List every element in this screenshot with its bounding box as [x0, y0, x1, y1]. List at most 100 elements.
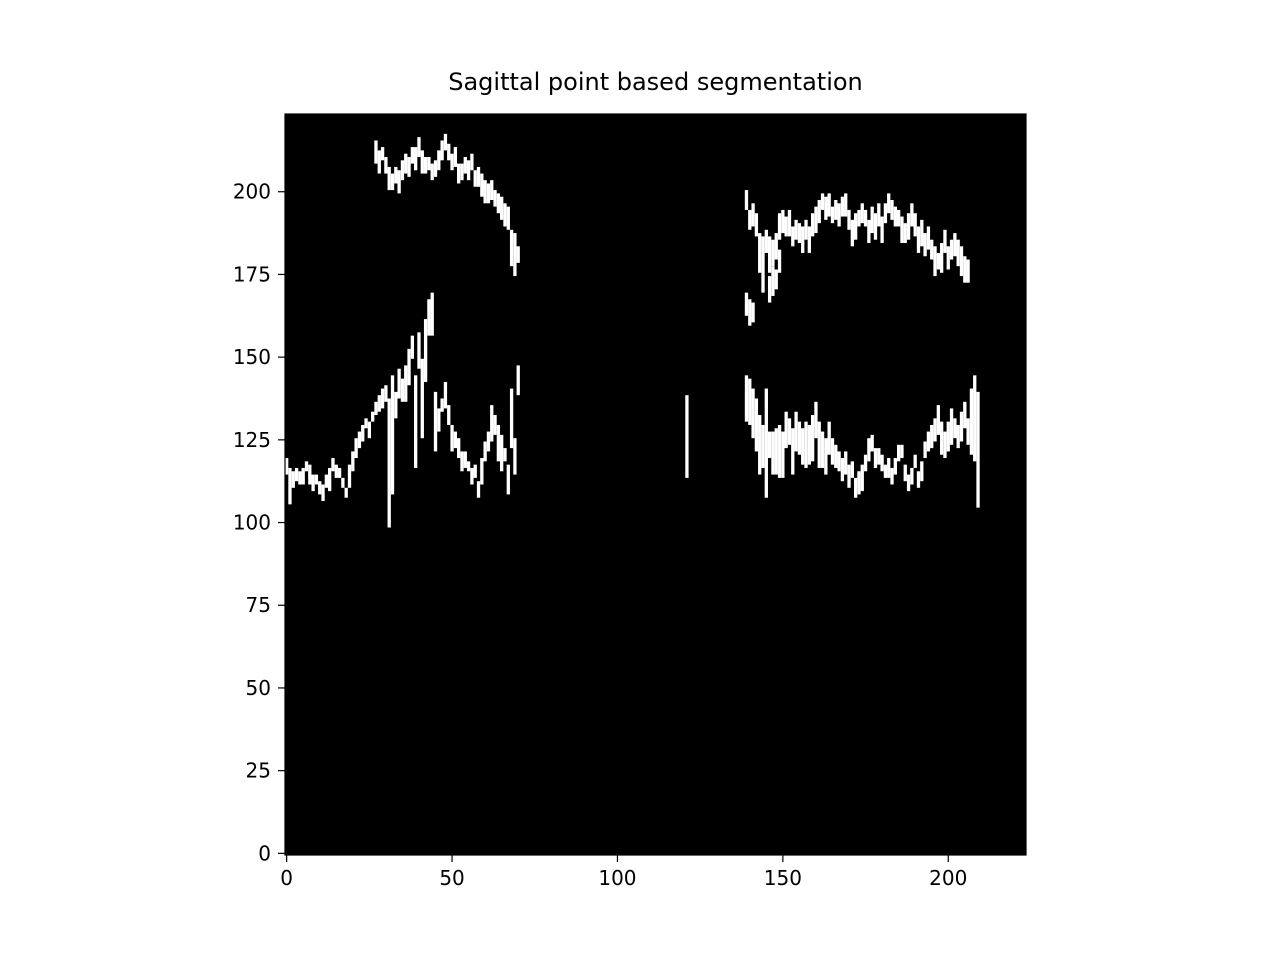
segment-mark-130	[936, 405, 940, 435]
segment-mark-243	[903, 223, 907, 244]
y-axis: 0 25 50 75 100 125 150 175 200	[233, 180, 285, 865]
segment-mark-132	[943, 431, 947, 459]
segment-mark-44	[430, 292, 434, 336]
segment-mark-198	[754, 213, 759, 237]
segment-mark-208	[787, 209, 792, 237]
segment-mark-221	[830, 206, 835, 224]
segment-mark-58	[476, 481, 481, 498]
segment-mark-103	[847, 464, 851, 488]
segment-mark-33	[394, 391, 398, 419]
segment-mark-76	[758, 415, 762, 475]
segment-mark-149	[774, 269, 778, 290]
segment-mark-209	[791, 226, 795, 247]
segment-mark-152	[377, 150, 381, 174]
segment-mark-257	[949, 239, 954, 260]
segment-mark-151	[374, 140, 378, 164]
segment-mark-109	[867, 438, 871, 462]
segment-mark-27	[374, 401, 378, 416]
segment-mark-180	[470, 153, 474, 171]
segment-mark-10	[318, 481, 322, 495]
segment-mark-144	[748, 299, 752, 326]
segment-mark-26	[371, 411, 375, 422]
segment-mark-124	[916, 471, 921, 488]
segment-mark-233	[870, 206, 874, 234]
segment-mark-19	[347, 464, 352, 488]
segment-mark-56	[470, 467, 474, 485]
segment-mark-20	[351, 451, 355, 472]
segment-mark-229	[857, 209, 861, 227]
segment-mark-219	[824, 196, 828, 220]
segment-mark-241	[896, 209, 901, 227]
segment-mark-125	[920, 461, 924, 482]
segment-mark-45	[433, 391, 438, 452]
segment-mark-91	[807, 424, 811, 465]
segment-mark-246	[913, 213, 917, 237]
segment-mark-68	[509, 388, 514, 449]
segment-mark-203	[771, 239, 775, 267]
segment-mark-216	[814, 206, 818, 234]
segment-mark-14	[331, 458, 335, 472]
segment-mark-118	[896, 444, 901, 462]
segment-mark-85	[787, 418, 792, 445]
segment-mark-189	[500, 196, 504, 220]
segment-mark-81	[774, 428, 778, 475]
segment-mark-135	[953, 418, 957, 439]
segment-mark-7	[308, 464, 312, 485]
segment-mark-73	[748, 378, 752, 425]
segment-mark-113	[880, 454, 884, 472]
segment-mark-40	[417, 332, 421, 369]
segment-mark-187	[493, 190, 497, 207]
segment-mark-178	[463, 157, 467, 174]
segment-mark-240	[893, 206, 897, 227]
segment-mark-116	[890, 467, 894, 485]
segment-mark-253	[936, 252, 940, 270]
segment-mark-143	[744, 292, 749, 316]
segment-mark-75	[754, 398, 759, 452]
segment-mark-4	[298, 471, 302, 485]
segment-mark-35	[400, 378, 405, 402]
segment-mark-146	[761, 269, 765, 293]
segment-mark-65	[500, 434, 504, 472]
segment-mark-105	[853, 477, 858, 498]
segment-mark-226	[847, 209, 851, 230]
segment-mark-36	[404, 365, 408, 402]
segment-mark-123	[913, 454, 917, 468]
segment-mark-212	[801, 226, 805, 253]
segment-mark-57	[473, 464, 477, 478]
segment-mark-74	[751, 388, 755, 439]
segment-mark-11	[321, 484, 325, 502]
segment-mark-159	[400, 160, 405, 181]
segment-mark-101	[840, 458, 845, 482]
segment-mark-53	[460, 451, 464, 472]
segment-mark-110	[870, 434, 874, 452]
segment-mark-115	[887, 458, 891, 478]
segment-mark-104	[850, 461, 854, 478]
segment-mark-114	[883, 464, 888, 478]
segment-mark-205	[777, 213, 782, 240]
segment-mark-162	[410, 147, 415, 164]
segment-mark-150	[777, 249, 782, 273]
segment-mark-39	[414, 375, 418, 468]
segment-mark-235	[877, 203, 881, 227]
segment-mark-261	[963, 256, 967, 283]
segment-mark-145	[751, 302, 755, 323]
segment-mark-186	[490, 180, 494, 201]
segment-mark-32	[390, 375, 395, 495]
segment-mark-260	[959, 246, 964, 277]
segment-mark-156	[390, 173, 395, 191]
axes-frame	[284, 113, 1027, 856]
segment-mark-165	[420, 150, 424, 174]
segment-mark-129	[933, 418, 937, 442]
segment-mark-194	[516, 246, 520, 263]
segment-mark-182	[476, 166, 481, 187]
segment-mark-88	[797, 421, 802, 455]
segment-mark-21	[354, 438, 358, 459]
segment-mark-148	[771, 266, 775, 296]
segment-mark-222	[834, 200, 838, 220]
segment-mark-131	[939, 421, 944, 455]
segment-mark-213	[804, 219, 808, 240]
segment-mark-218	[820, 193, 825, 210]
segment-mark-80	[771, 431, 775, 475]
x-axis: 0 50 100 150 200	[280, 855, 967, 890]
segment-mark-206	[781, 209, 785, 234]
